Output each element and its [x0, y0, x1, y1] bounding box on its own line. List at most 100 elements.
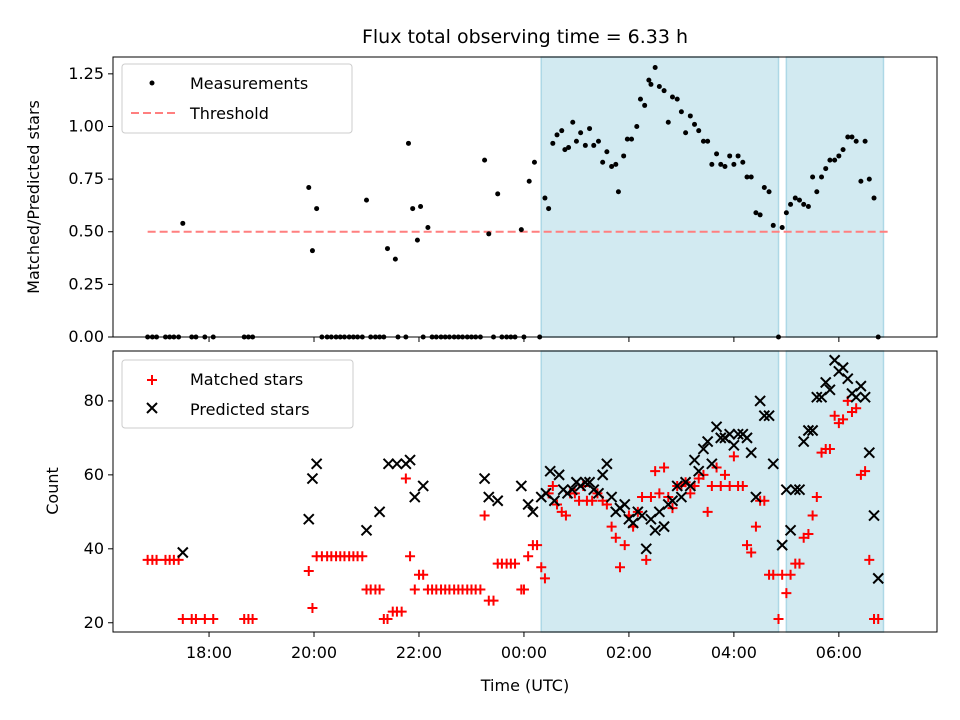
predicted-star-point	[310, 458, 323, 470]
measurement-point	[665, 119, 671, 125]
top-x-ticks	[208, 337, 840, 342]
measurement-point	[709, 161, 715, 167]
predicted-star-point	[544, 465, 556, 477]
measurement-point	[687, 113, 693, 119]
predicted-star-point	[863, 446, 876, 459]
measurement-point	[753, 210, 759, 216]
predicted-star-point	[483, 491, 495, 503]
measurement-point	[595, 138, 601, 144]
measurement-point	[559, 128, 565, 134]
measurement-point	[696, 128, 702, 134]
measurement-point	[735, 153, 741, 159]
measurement-point	[722, 163, 728, 169]
predicted-star-point	[837, 361, 849, 374]
predicted-star-point	[478, 472, 491, 485]
measurement-point	[634, 123, 640, 129]
measurement-point	[482, 157, 488, 163]
measurement-point	[309, 248, 315, 254]
predicted-star-point	[409, 491, 421, 503]
measurement-point	[678, 109, 684, 115]
predicted-star-point	[527, 506, 539, 518]
matched-star-point	[659, 462, 670, 473]
measurement-point	[832, 157, 838, 163]
measurement-point	[648, 81, 654, 87]
matched-star-point	[719, 469, 730, 480]
measurement-point	[674, 96, 680, 102]
measurement-point	[573, 138, 579, 144]
predicted-star-point	[868, 509, 880, 522]
measurement-point	[526, 178, 532, 184]
predicted-star-point	[850, 391, 862, 403]
measurement-point	[621, 153, 627, 159]
predicted-star-point	[802, 424, 815, 437]
measurement-point	[805, 203, 811, 209]
measurement-point	[871, 195, 877, 201]
matched-star-point	[518, 584, 529, 595]
measurement-point	[779, 225, 785, 231]
legend-measurements-label: Measurements	[190, 74, 308, 93]
matched-star-point	[560, 510, 571, 521]
matched-star-point	[396, 606, 407, 617]
matched-star-point	[539, 573, 550, 584]
y-tick-label: 1.25	[68, 64, 104, 83]
measurement-point	[615, 189, 621, 195]
predicted-star-point	[723, 428, 736, 440]
matched-star-point	[737, 480, 748, 491]
measurement-point	[849, 134, 855, 140]
matched-star-point	[773, 614, 784, 625]
measurement-point	[766, 189, 772, 195]
predicted-star-point	[710, 421, 723, 433]
x-tick-label: 02:00	[606, 643, 652, 662]
matched-star-point	[838, 414, 849, 425]
matched-star-point	[824, 443, 835, 454]
measurement-point	[486, 231, 492, 237]
matched-star-point	[409, 584, 420, 595]
predicted-star-point	[605, 491, 618, 503]
y-tick-label: 1.00	[68, 116, 104, 135]
matched-star-point	[706, 480, 717, 491]
predicted-star-point	[306, 472, 319, 485]
matched-star-point	[777, 569, 788, 580]
measurement-point	[866, 176, 872, 182]
predicted-star-point	[675, 491, 688, 503]
measurement-point	[566, 145, 572, 151]
measurement-point	[410, 206, 416, 212]
matched-star-point	[475, 584, 486, 595]
predicted-star-point	[715, 432, 727, 444]
predicted-star-point	[553, 469, 565, 481]
predicted-star-point	[653, 506, 666, 518]
measurement-point	[840, 147, 846, 153]
measurement-point	[180, 220, 186, 226]
matched-star-point	[523, 551, 534, 562]
measurement-point	[587, 126, 593, 132]
measurement-point	[748, 174, 754, 180]
x-tick-label: 20:00	[291, 643, 337, 662]
measurement-point	[609, 163, 615, 169]
matched-star-point	[303, 565, 314, 576]
matched-star-point	[532, 540, 543, 551]
predicted-star-point	[824, 384, 836, 396]
predicted-star-point	[671, 480, 683, 492]
measurement-point	[600, 159, 606, 165]
predicted-star-point	[666, 495, 679, 507]
y-tick-label: 40	[84, 539, 104, 558]
measurement-point	[770, 222, 776, 228]
predicted-star-point	[811, 391, 823, 403]
measurement-point	[642, 102, 648, 108]
predicted-star-point	[417, 480, 429, 492]
predicted-star-point	[793, 483, 806, 496]
measurement-point	[705, 138, 711, 144]
matched-star-point	[405, 551, 416, 562]
y-tick-label: 60	[84, 465, 104, 484]
matched-star-point	[479, 510, 490, 521]
bottom-panel: 20 40 60 80 18:00 20:00 22:00 00:00 02:00 04:00 0…	[43, 350, 938, 695]
matched-star-point	[724, 480, 735, 491]
matched-star-point	[641, 554, 652, 565]
measurement-point	[731, 161, 737, 167]
matched-star-point	[614, 562, 625, 573]
measurement-point	[801, 201, 807, 207]
measurement-point	[306, 185, 312, 191]
bottom-y-axis-label: Count	[43, 467, 62, 515]
measurement-point	[414, 237, 420, 243]
